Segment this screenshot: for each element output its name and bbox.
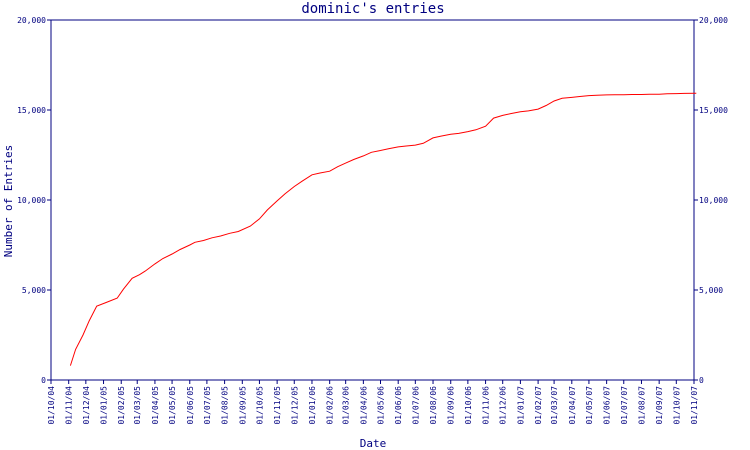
- x-tick-label: 01/08/06: [429, 386, 438, 425]
- x-tick-label: 01/02/07: [534, 386, 543, 425]
- x-tick-label: 01/12/05: [290, 386, 299, 425]
- y-axis-title: Number of Entries: [2, 145, 15, 258]
- x-tick-label: 01/08/07: [637, 386, 646, 425]
- x-tick-label: 01/11/07: [690, 386, 699, 425]
- x-tick-label: 01/11/04: [65, 386, 74, 425]
- x-tick-label: 01/01/07: [516, 386, 525, 425]
- x-tick-label: 01/06/06: [394, 386, 403, 425]
- x-tick-label: 01/05/05: [168, 386, 177, 425]
- x-tick-label: 01/01/06: [308, 386, 317, 425]
- x-tick-label: 01/07/05: [203, 386, 212, 425]
- y-tick-label-right: 0: [699, 376, 704, 385]
- x-tick-label: 01/09/07: [655, 386, 664, 425]
- x-tick-label: 01/03/05: [133, 386, 142, 425]
- x-tick-label: 01/12/06: [499, 386, 508, 425]
- x-tick-label: 01/02/06: [326, 386, 335, 425]
- x-tick-label: 01/11/06: [482, 386, 491, 425]
- x-tick-label: 01/08/05: [221, 386, 230, 425]
- x-tick-label: 01/06/05: [186, 386, 195, 425]
- x-tick-label: 01/05/06: [376, 386, 385, 425]
- y-tick-label-right: 10,000: [699, 196, 728, 205]
- x-tick-label: 01/07/06: [411, 386, 420, 425]
- x-tick-label: 01/10/04: [47, 386, 56, 425]
- x-tick-label: 01/11/05: [273, 386, 282, 425]
- y-tick-label-right: 20,000: [699, 16, 728, 25]
- y-tick-label-right: 5,000: [699, 286, 723, 295]
- y-tick-label-left: 5,000: [22, 286, 46, 295]
- x-tick-label: 01/10/05: [255, 386, 264, 425]
- x-tick-label: 01/07/07: [620, 386, 629, 425]
- y-tick-label-right: 15,000: [699, 106, 728, 115]
- x-tick-label: 01/04/06: [359, 386, 368, 425]
- x-tick-label: 01/10/07: [672, 386, 681, 425]
- entries-series-line: [69, 92, 697, 366]
- chart-title: dominic's entries: [301, 1, 444, 17]
- x-tick-label: 01/04/07: [568, 386, 577, 425]
- x-tick-label: 01/04/05: [151, 386, 160, 425]
- y-tick-label-left: 15,000: [17, 106, 46, 115]
- x-tick-label: 01/09/05: [238, 386, 247, 425]
- y-tick-label-left: 20,000: [17, 16, 46, 25]
- y-tick-label-left: 0: [41, 376, 46, 385]
- x-tick-label: 01/09/06: [447, 386, 456, 425]
- x-tick-label: 01/12/04: [82, 386, 91, 425]
- x-tick-label: 01/01/05: [100, 386, 109, 425]
- x-tick-label: 01/03/07: [550, 386, 559, 425]
- x-tick-label: 01/10/06: [464, 386, 473, 425]
- x-tick-label: 01/05/07: [585, 386, 594, 425]
- x-tick-label: 01/03/06: [342, 386, 351, 425]
- plot-area-frame: [50, 19, 695, 381]
- x-axis-title: Date: [360, 437, 387, 450]
- x-tick-label: 01/02/05: [117, 386, 126, 425]
- y-tick-label-left: 10,000: [17, 196, 46, 205]
- x-tick-label: 01/06/07: [603, 386, 612, 425]
